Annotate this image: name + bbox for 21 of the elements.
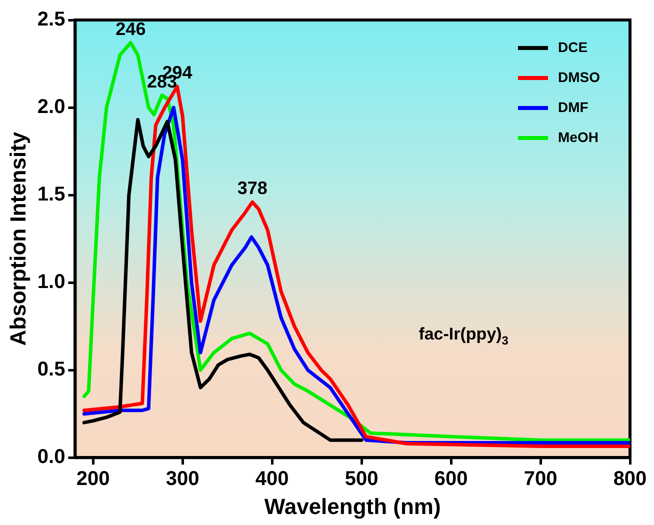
x-tick-label: 700 <box>524 468 558 490</box>
x-tick-label: 600 <box>434 468 468 490</box>
y-tick-label: 0.5 <box>37 358 66 381</box>
x-tick-label: 300 <box>166 468 200 490</box>
y-tick-label: 0.0 <box>37 446 66 468</box>
x-tick-label: 200 <box>76 468 110 490</box>
legend-label: DCE <box>558 38 588 55</box>
x-tick-label: 500 <box>344 468 378 490</box>
x-axis-title: Wavelength (nm) <box>264 494 441 519</box>
legend-label: MeOH <box>558 128 598 145</box>
legend-label: DMF <box>558 98 589 115</box>
annotation: 246 <box>116 18 146 39</box>
x-tick-label: 800 <box>613 468 647 490</box>
y-tick-label: 2.0 <box>37 96 66 118</box>
y-tick-label: 1.5 <box>37 184 66 206</box>
y-tick-label: 2.5 <box>37 8 66 31</box>
annotation: 378 <box>237 178 268 198</box>
legend-label: DMSO <box>558 68 600 85</box>
x-tick-label: 400 <box>255 468 289 490</box>
y-tick-label: 1.0 <box>37 271 66 294</box>
y-axis-title: Absorption Intensity <box>5 131 30 346</box>
